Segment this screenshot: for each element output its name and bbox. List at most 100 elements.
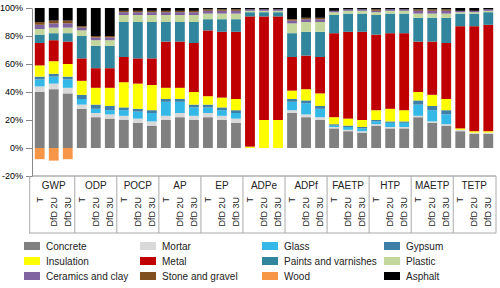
legend-item: Paints and varnishes <box>262 256 377 267</box>
bar-segment <box>231 113 241 119</box>
bar-segment <box>189 116 199 120</box>
legend-item: Ceramics and clay <box>24 271 128 282</box>
bar-segment <box>371 15 381 35</box>
bar-segment <box>35 86 45 92</box>
bar-segment <box>357 11 367 14</box>
bar-segment <box>35 92 45 148</box>
bar-segment <box>161 148 171 149</box>
bar-segment <box>357 127 367 128</box>
bar-segment <box>427 42 437 95</box>
x-tick-label: DfD 3U <box>231 197 241 227</box>
bar-segment <box>483 133 493 134</box>
bar-segment <box>441 8 451 9</box>
bar-segment <box>441 43 451 99</box>
x-tick-label: DfD 2U <box>133 197 143 227</box>
bar-segment <box>357 133 367 148</box>
legend-swatch <box>24 272 40 280</box>
bar-segment <box>63 28 73 34</box>
legend-label: Paints and varnishes <box>284 256 377 267</box>
bar-segment <box>217 19 227 32</box>
bar-segment <box>399 148 409 149</box>
bar-segment <box>77 58 87 80</box>
bar-segment <box>273 11 283 12</box>
bar-segment <box>217 148 227 149</box>
bar-segment <box>315 117 325 120</box>
bar-segment <box>203 107 213 113</box>
bar-segment <box>329 124 339 125</box>
bar-segment <box>133 11 143 12</box>
bar-segment <box>189 43 199 92</box>
bar-segment <box>385 8 395 9</box>
bar-segment <box>119 120 129 148</box>
bar-segment <box>147 15 157 22</box>
bar-segment <box>441 110 451 114</box>
bar-segment <box>329 126 339 127</box>
bar-segment <box>343 14 353 32</box>
bar-segment <box>287 21 297 24</box>
bar-segment <box>217 120 227 148</box>
group-separator <box>74 176 75 233</box>
bar-segment <box>259 11 269 12</box>
bar-segment <box>343 148 353 149</box>
bar-segment <box>287 99 297 102</box>
bar-segment <box>413 105 423 116</box>
group-separator <box>411 176 412 233</box>
bar-segment <box>259 16 269 120</box>
bar-segment <box>273 8 283 9</box>
bar-segment <box>399 127 409 128</box>
bar-segment <box>371 121 381 124</box>
bar-segment <box>455 12 465 13</box>
bar-segment <box>147 113 157 121</box>
bar-segment <box>147 121 157 125</box>
legend-item: Wood <box>262 271 310 282</box>
bar-segment <box>91 40 101 46</box>
bar-segment <box>231 11 241 14</box>
bar-segment <box>399 121 409 122</box>
bar-segment <box>273 120 283 148</box>
bar-segment <box>343 130 353 131</box>
x-tick-label: DfD 3U <box>189 197 199 227</box>
bar-segment <box>133 58 143 83</box>
bar-segment <box>315 93 325 106</box>
bar-segment <box>301 100 311 103</box>
bar-segment <box>245 8 255 9</box>
bar-segment <box>231 9 241 10</box>
bar-segment <box>259 9 269 10</box>
x-tick-label: T <box>161 197 171 203</box>
bar-segment <box>63 88 73 94</box>
bar-segment <box>315 32 325 57</box>
bar-segment <box>399 14 409 34</box>
legend-swatch <box>140 242 156 250</box>
bar-segment <box>413 117 423 148</box>
bar-segment <box>189 11 199 12</box>
x-axis-line <box>32 176 496 177</box>
bar-segment <box>385 148 395 149</box>
bar-segment <box>133 112 143 119</box>
bar-segment <box>329 8 339 11</box>
bar-segment <box>385 9 395 10</box>
legend-label: Ceramics and clay <box>46 271 128 282</box>
bar-segment <box>231 119 241 123</box>
bar-segment <box>357 148 367 149</box>
bar-segment <box>105 114 115 118</box>
bar-segment <box>175 12 185 15</box>
bar-segment <box>217 98 227 108</box>
bar-segment <box>105 68 115 88</box>
bar-segment <box>441 9 451 10</box>
bar-segment <box>231 123 241 148</box>
bar-segment <box>49 89 59 148</box>
bar-segment <box>413 100 423 104</box>
bar-segment <box>161 116 171 120</box>
legend-label: Metal <box>162 256 186 267</box>
bar-segment <box>161 120 171 148</box>
bar-segment <box>147 11 157 12</box>
bar-segment <box>371 8 381 9</box>
bar-segment <box>91 109 101 113</box>
bar-segment <box>427 8 437 9</box>
bar-segment <box>49 148 59 161</box>
bar-segment <box>203 113 213 117</box>
legend-item: Asphalt <box>384 271 440 282</box>
bar-segment <box>455 14 465 27</box>
bar-segment <box>301 56 311 90</box>
bar-segment <box>273 148 283 149</box>
